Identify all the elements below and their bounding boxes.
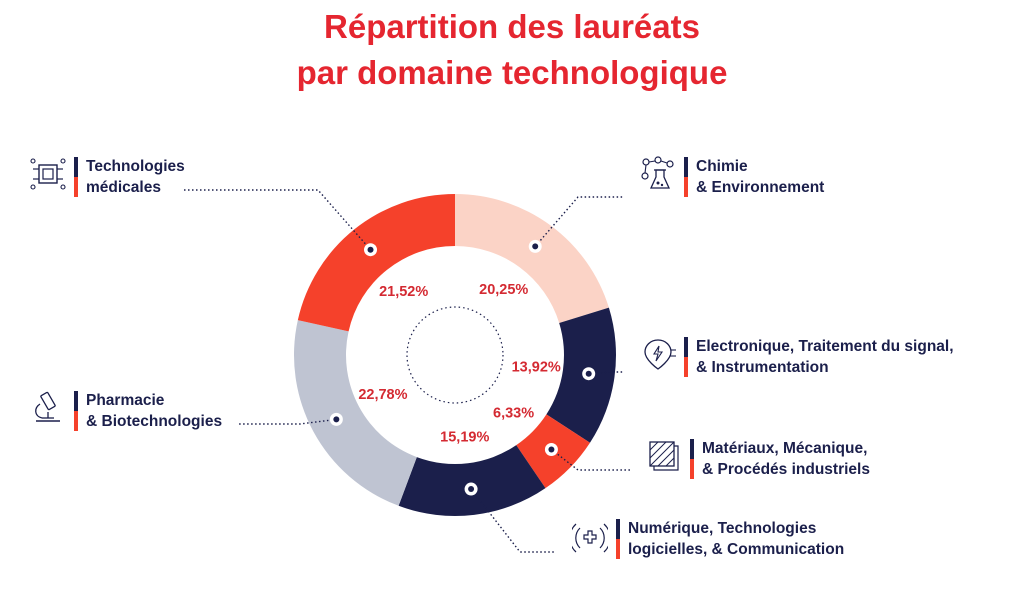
chart-title-line1: Répartition des lauréats: [324, 8, 700, 45]
slice-percent-label: 6,33%: [493, 405, 534, 421]
microscope-icon: [35, 391, 60, 422]
legend-color-bar: [616, 519, 620, 559]
material-layers-icon: [649, 441, 679, 471]
legend-item-chimie: Chimie & Environnement: [640, 156, 824, 198]
slice-marker-center: [333, 416, 340, 423]
donut-slice: [455, 194, 609, 323]
molecule-flask-icon: [641, 156, 674, 189]
medical-cross-signal-icon: [572, 523, 608, 553]
legend-color-bar: [684, 337, 688, 377]
leader-line: [550, 448, 630, 471]
slice-markers: [329, 239, 596, 496]
legend-item-pharmacie: Pharmacie & Biotechnologies: [30, 390, 222, 432]
legend-text-chimie: Chimie & Environnement: [696, 158, 825, 196]
legend-text-medical: Technologies médicales: [86, 158, 185, 196]
legend-text-numerique: Numérique, Technologies logicielles, & C…: [628, 520, 845, 558]
legend-item-materiaux: Matériaux, Mécanique, & Procédés industr…: [646, 438, 870, 480]
slice-marker-center: [532, 243, 539, 250]
legend-text-pharmacie: Pharmacie & Biotechnologies: [86, 392, 223, 430]
chart-title: Répartition des lauréats par domaine tec…: [0, 4, 1024, 96]
legend-color-bar: [74, 391, 78, 431]
slice-percent-label: 15,19%: [440, 429, 489, 445]
leader-line: [534, 196, 624, 247]
legend-text-electronique: Electronique, Traitement du signal, & In…: [696, 338, 954, 376]
slice-percent-label: 21,52%: [379, 284, 428, 300]
donut-slice: [398, 445, 546, 516]
slice-percent-label: 22,78%: [358, 387, 407, 403]
slice-labels: 20,25% 13,92% 6,33%15,19% 22,78% 21,52%: [358, 282, 561, 445]
circuit-chip-icon: [644, 339, 676, 370]
donut-slice: [297, 194, 455, 332]
donut-slice: [294, 320, 417, 506]
slice-percent-label: 20,25%: [479, 282, 528, 298]
leader-lines: [182, 189, 630, 553]
leader-line: [238, 418, 337, 425]
slice-percent-label: 13,92%: [512, 359, 561, 375]
slice-marker-center: [468, 486, 475, 493]
inner-dotted-circle: [406, 306, 504, 404]
legend-color-bar: [74, 157, 78, 197]
slice-marker-center: [367, 246, 374, 253]
donut-slice: [546, 307, 616, 443]
legend-item-medical: Technologies médicales: [30, 156, 185, 198]
processor-chip-icon: [30, 158, 66, 190]
legend-text-materiaux: Matériaux, Mécanique, & Procédés industr…: [702, 440, 870, 478]
legend-color-bar: [684, 157, 688, 197]
slice-marker-center: [585, 370, 592, 377]
legend-item-electronique: Electronique, Traitement du signal, & In…: [640, 336, 954, 378]
slice-marker-center: [548, 446, 555, 453]
donut-slices: [294, 194, 616, 516]
legend-item-numerique: Numérique, Technologies logicielles, & C…: [572, 518, 844, 560]
chart-title-line2: par domaine technologique: [296, 54, 728, 91]
legend-color-bar: [690, 439, 694, 479]
